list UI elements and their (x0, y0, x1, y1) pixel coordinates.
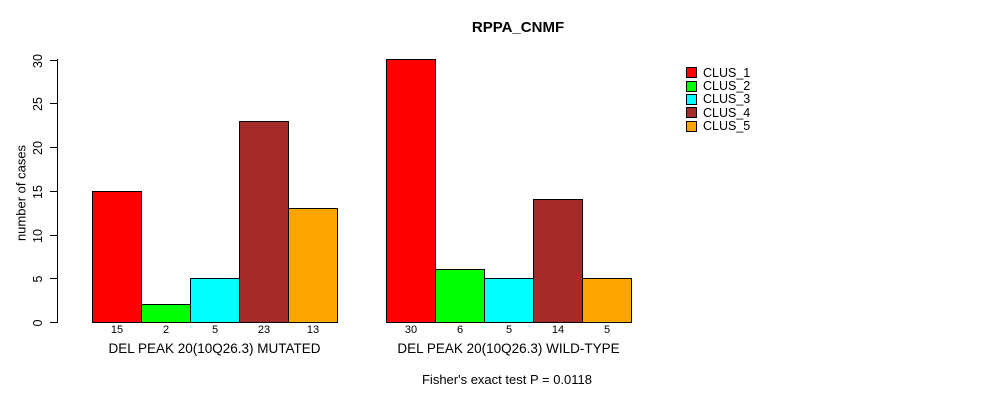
legend-item-clus_4: CLUS_4 (686, 105, 751, 120)
y-tick-label: 25 (31, 96, 45, 111)
legend-label: CLUS_2 (703, 79, 751, 94)
bar-clus_4-group1 (239, 121, 289, 323)
y-tick-label: 30 (31, 53, 45, 68)
legend-swatch (686, 80, 697, 92)
group-label-2: DEL PEAK 20(10Q26.3) WILD-TYPE (397, 341, 620, 356)
bar-value-label: 15 (110, 324, 124, 336)
legend-item-clus_1: CLUS_1 (686, 65, 751, 80)
bar-value-label: 23 (257, 324, 271, 336)
fisher-test-annotation: Fisher's exact test P = 0.0118 (421, 372, 593, 387)
bar-clus_2-group1 (141, 304, 191, 323)
bar-value-label: 14 (551, 324, 565, 336)
y-tick-mark (50, 235, 57, 236)
legend-label: CLUS_4 (703, 105, 751, 120)
legend-swatch (686, 67, 697, 79)
bar-clus_5-group2 (582, 278, 632, 323)
chart-title: RPPA_CNMF (471, 19, 565, 36)
bar-value-label: 5 (603, 324, 611, 336)
y-tick-label: 10 (31, 228, 45, 243)
y-tick-mark (50, 103, 57, 104)
legend-swatch (686, 107, 697, 119)
bar-clus_3-group2 (484, 278, 534, 323)
y-axis-line (57, 59, 58, 323)
legend: CLUS_1 CLUS_2 CLUS_3 CLUS_4 CLUS_5 (686, 66, 750, 133)
bar-clus_4-group2 (533, 199, 583, 323)
y-tick-mark (50, 191, 57, 192)
bar-clus_2-group2 (435, 269, 485, 323)
legend-label: CLUS_5 (703, 119, 751, 134)
bar-value-label: 5 (505, 324, 513, 336)
bar-clus_1-group2 (386, 59, 436, 323)
bar-value-label: 13 (306, 324, 320, 336)
group-label-1: DEL PEAK 20(10Q26.3) MUTATED (108, 341, 321, 356)
bar-clus_5-group1 (288, 208, 338, 323)
y-tick-label: 20 (31, 140, 45, 155)
bar-clus_1-group1 (92, 191, 142, 323)
y-tick-mark (50, 278, 57, 279)
y-tick-mark (50, 322, 57, 323)
y-tick-label: 15 (31, 184, 45, 199)
legend-item-clus_3: CLUS_3 (686, 92, 751, 107)
y-tick-label: 0 (31, 319, 45, 326)
legend-swatch (686, 120, 697, 132)
bar-value-label: 2 (162, 324, 170, 336)
legend-item-clus_2: CLUS_2 (686, 79, 751, 94)
legend-label: CLUS_1 (703, 65, 751, 80)
bar-value-label: 30 (404, 324, 418, 336)
legend-item-clus_5: CLUS_5 (686, 119, 751, 134)
y-tick-label: 5 (31, 275, 45, 282)
legend-label: CLUS_3 (703, 92, 751, 107)
y-axis-title: number of cases (13, 144, 29, 242)
bar-value-label: 6 (456, 324, 464, 336)
legend-swatch (686, 93, 697, 105)
y-tick-mark (50, 147, 57, 148)
bar-value-label: 5 (211, 324, 219, 336)
bar-clus_3-group1 (190, 278, 240, 323)
y-tick-mark (50, 60, 57, 61)
